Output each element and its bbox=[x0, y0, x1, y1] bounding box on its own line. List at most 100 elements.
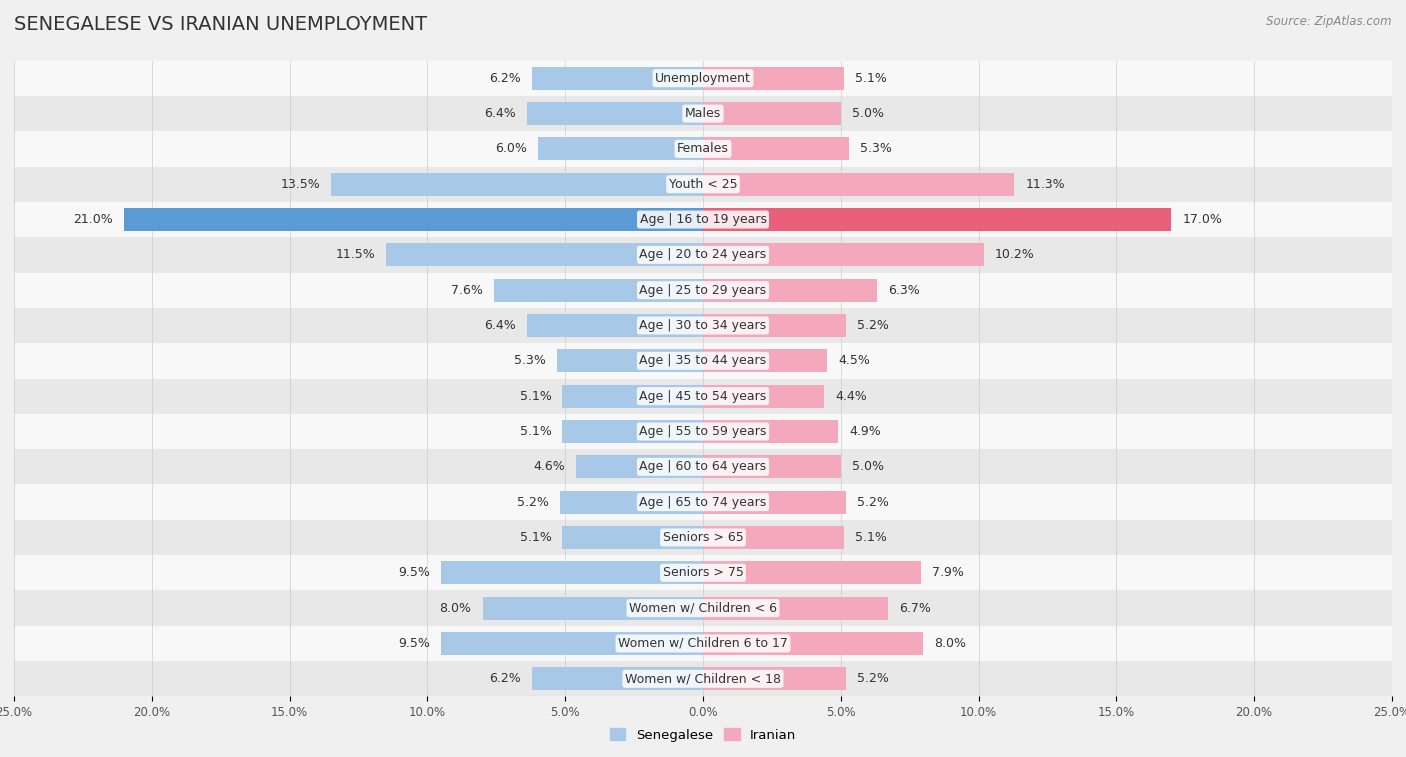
Text: Women w/ Children < 6: Women w/ Children < 6 bbox=[628, 602, 778, 615]
Text: SENEGALESE VS IRANIAN UNEMPLOYMENT: SENEGALESE VS IRANIAN UNEMPLOYMENT bbox=[14, 15, 427, 34]
Bar bbox=[703, 385, 824, 408]
Bar bbox=[14, 520, 1392, 555]
Bar bbox=[703, 562, 921, 584]
Bar bbox=[14, 273, 1392, 308]
Bar bbox=[562, 385, 703, 408]
Text: 6.4%: 6.4% bbox=[484, 107, 516, 120]
Text: 5.2%: 5.2% bbox=[858, 496, 889, 509]
Text: 5.0%: 5.0% bbox=[852, 460, 884, 473]
Bar bbox=[562, 420, 703, 443]
Text: 9.5%: 9.5% bbox=[398, 566, 430, 579]
Text: 11.5%: 11.5% bbox=[335, 248, 375, 261]
Bar bbox=[124, 208, 703, 231]
Bar bbox=[441, 562, 703, 584]
Bar bbox=[703, 137, 849, 160]
Text: Youth < 25: Youth < 25 bbox=[669, 178, 737, 191]
Bar bbox=[527, 102, 703, 125]
Text: Females: Females bbox=[678, 142, 728, 155]
Text: Males: Males bbox=[685, 107, 721, 120]
Text: 5.2%: 5.2% bbox=[517, 496, 548, 509]
Bar bbox=[14, 555, 1392, 590]
Text: 8.0%: 8.0% bbox=[440, 602, 471, 615]
Bar bbox=[703, 208, 1171, 231]
Bar bbox=[14, 449, 1392, 484]
Text: 4.9%: 4.9% bbox=[849, 425, 880, 438]
Text: 5.3%: 5.3% bbox=[515, 354, 546, 367]
Bar bbox=[703, 279, 876, 301]
Bar bbox=[703, 456, 841, 478]
Text: 4.4%: 4.4% bbox=[835, 390, 868, 403]
Text: 5.0%: 5.0% bbox=[852, 107, 884, 120]
Legend: Senegalese, Iranian: Senegalese, Iranian bbox=[605, 723, 801, 747]
Text: Age | 35 to 44 years: Age | 35 to 44 years bbox=[640, 354, 766, 367]
Bar bbox=[703, 314, 846, 337]
Text: 5.2%: 5.2% bbox=[858, 672, 889, 685]
Text: 6.2%: 6.2% bbox=[489, 72, 522, 85]
Text: Age | 16 to 19 years: Age | 16 to 19 years bbox=[640, 213, 766, 226]
Bar bbox=[14, 343, 1392, 378]
Text: Source: ZipAtlas.com: Source: ZipAtlas.com bbox=[1267, 15, 1392, 28]
Text: 17.0%: 17.0% bbox=[1182, 213, 1222, 226]
Text: 6.0%: 6.0% bbox=[495, 142, 527, 155]
Bar bbox=[330, 173, 703, 196]
Text: Age | 45 to 54 years: Age | 45 to 54 years bbox=[640, 390, 766, 403]
Bar bbox=[14, 237, 1392, 273]
Bar bbox=[531, 668, 703, 690]
Bar bbox=[557, 350, 703, 372]
Bar bbox=[14, 590, 1392, 626]
Bar bbox=[14, 96, 1392, 131]
Bar bbox=[703, 668, 846, 690]
Text: 5.2%: 5.2% bbox=[858, 319, 889, 332]
Text: 13.5%: 13.5% bbox=[280, 178, 321, 191]
Text: 7.9%: 7.9% bbox=[932, 566, 963, 579]
Bar bbox=[537, 137, 703, 160]
Text: 6.4%: 6.4% bbox=[484, 319, 516, 332]
Text: Seniors > 65: Seniors > 65 bbox=[662, 531, 744, 544]
Text: 6.7%: 6.7% bbox=[898, 602, 931, 615]
Text: 5.1%: 5.1% bbox=[520, 390, 551, 403]
Bar bbox=[560, 491, 703, 514]
Bar bbox=[703, 526, 844, 549]
Text: 4.6%: 4.6% bbox=[533, 460, 565, 473]
Text: Unemployment: Unemployment bbox=[655, 72, 751, 85]
Bar bbox=[703, 350, 827, 372]
Bar bbox=[14, 626, 1392, 661]
Bar bbox=[14, 378, 1392, 414]
Bar bbox=[14, 414, 1392, 449]
Bar bbox=[14, 61, 1392, 96]
Text: 7.6%: 7.6% bbox=[451, 284, 482, 297]
Text: Age | 60 to 64 years: Age | 60 to 64 years bbox=[640, 460, 766, 473]
Text: 5.1%: 5.1% bbox=[520, 425, 551, 438]
Text: 5.3%: 5.3% bbox=[860, 142, 891, 155]
Bar bbox=[703, 67, 844, 90]
Text: 4.5%: 4.5% bbox=[838, 354, 870, 367]
Bar bbox=[14, 202, 1392, 237]
Bar bbox=[703, 420, 838, 443]
Text: Seniors > 75: Seniors > 75 bbox=[662, 566, 744, 579]
Text: Age | 65 to 74 years: Age | 65 to 74 years bbox=[640, 496, 766, 509]
Text: 6.2%: 6.2% bbox=[489, 672, 522, 685]
Bar bbox=[703, 491, 846, 514]
Bar bbox=[14, 308, 1392, 343]
Text: Age | 30 to 34 years: Age | 30 to 34 years bbox=[640, 319, 766, 332]
Bar bbox=[14, 484, 1392, 520]
Text: 11.3%: 11.3% bbox=[1025, 178, 1066, 191]
Text: Age | 25 to 29 years: Age | 25 to 29 years bbox=[640, 284, 766, 297]
Bar bbox=[703, 244, 984, 266]
Bar bbox=[14, 661, 1392, 696]
Bar bbox=[531, 67, 703, 90]
Bar bbox=[703, 173, 1014, 196]
Text: Age | 20 to 24 years: Age | 20 to 24 years bbox=[640, 248, 766, 261]
Text: 21.0%: 21.0% bbox=[73, 213, 114, 226]
Bar bbox=[14, 131, 1392, 167]
Text: 5.1%: 5.1% bbox=[855, 531, 886, 544]
Text: 5.1%: 5.1% bbox=[855, 72, 886, 85]
Bar bbox=[527, 314, 703, 337]
Text: Women w/ Children 6 to 17: Women w/ Children 6 to 17 bbox=[619, 637, 787, 650]
Text: 10.2%: 10.2% bbox=[995, 248, 1035, 261]
Bar bbox=[14, 167, 1392, 202]
Bar bbox=[703, 102, 841, 125]
Bar bbox=[494, 279, 703, 301]
Text: 5.1%: 5.1% bbox=[520, 531, 551, 544]
Bar bbox=[387, 244, 703, 266]
